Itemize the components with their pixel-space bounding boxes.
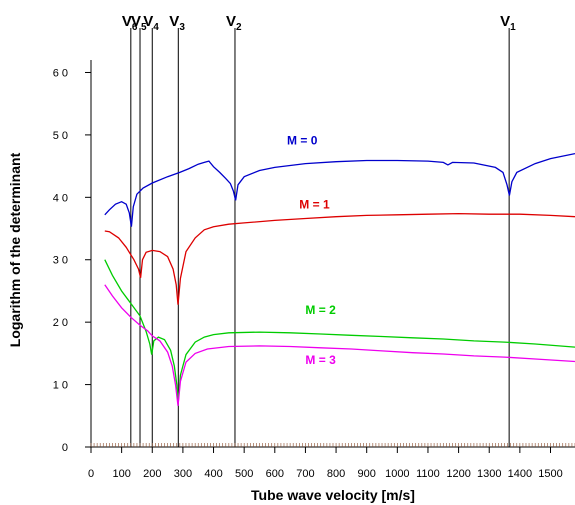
velocity-label-1: V1 [500, 13, 516, 33]
series-label-m3: M = 3 [305, 353, 336, 367]
series-line-m1 [104, 212, 575, 305]
x-tick-label: 200 [143, 468, 161, 480]
x-minor-ticks [90, 443, 575, 447]
x-tick-label: 1500 [538, 468, 562, 480]
x-tick-label: 1300 [477, 468, 501, 480]
x-tick-label: 400 [204, 468, 222, 480]
velocity-label-3: V3 [169, 13, 185, 33]
y-tick-label: 3 0 [53, 255, 68, 267]
y-tick-label: 4 0 [53, 192, 68, 204]
y-tick-label: 0 [62, 442, 68, 454]
x-tick-label: 1100 [416, 468, 440, 480]
y-tick-label: 1 0 [53, 380, 68, 392]
series-lines [104, 152, 575, 406]
series-labels: M = 0 M = 1 M = 2 M = 3 [287, 133, 336, 367]
series-label-m0: M = 0 [287, 133, 318, 147]
series-line-m0 [104, 152, 575, 227]
x-tick-label: 300 [174, 468, 192, 480]
y-axis-title: Logarithm of the determinant [7, 152, 23, 347]
series-label-m2: M = 2 [305, 303, 336, 317]
velocity-label-6: V6 [122, 13, 138, 33]
y-tick-label: 2 0 [53, 317, 68, 329]
x-tick-label: 500 [235, 468, 253, 480]
x-tick-label: 600 [266, 468, 284, 480]
x-tick-label: 800 [327, 468, 345, 480]
x-tick-label: 100 [112, 468, 130, 480]
tick-labels: 0 100 200 300 400 500 600 700 800 900 1000 1100 1200… [53, 67, 563, 480]
series-label-m1: M = 1 [299, 198, 330, 212]
y-tick-label: 6 0 [53, 67, 68, 79]
x-tick-label: 1000 [385, 468, 409, 480]
x-tick-label: 1400 [508, 468, 532, 480]
x-tick-label: 1200 [446, 468, 470, 480]
x-tick-label: 0 [88, 468, 94, 480]
velocity-label-4: V4 [143, 13, 159, 33]
y-tick-label: 5 0 [53, 130, 68, 142]
series-line-m3 [104, 284, 575, 406]
velocity-label-5: V5 [131, 13, 147, 33]
series-line-m2 [104, 259, 575, 402]
x-axis-title: Tube wave velocity [m/s] [251, 487, 415, 503]
velocity-label-2: V2 [226, 13, 242, 33]
x-tick-label: 900 [358, 468, 376, 480]
x-tick-label: 700 [296, 468, 314, 480]
